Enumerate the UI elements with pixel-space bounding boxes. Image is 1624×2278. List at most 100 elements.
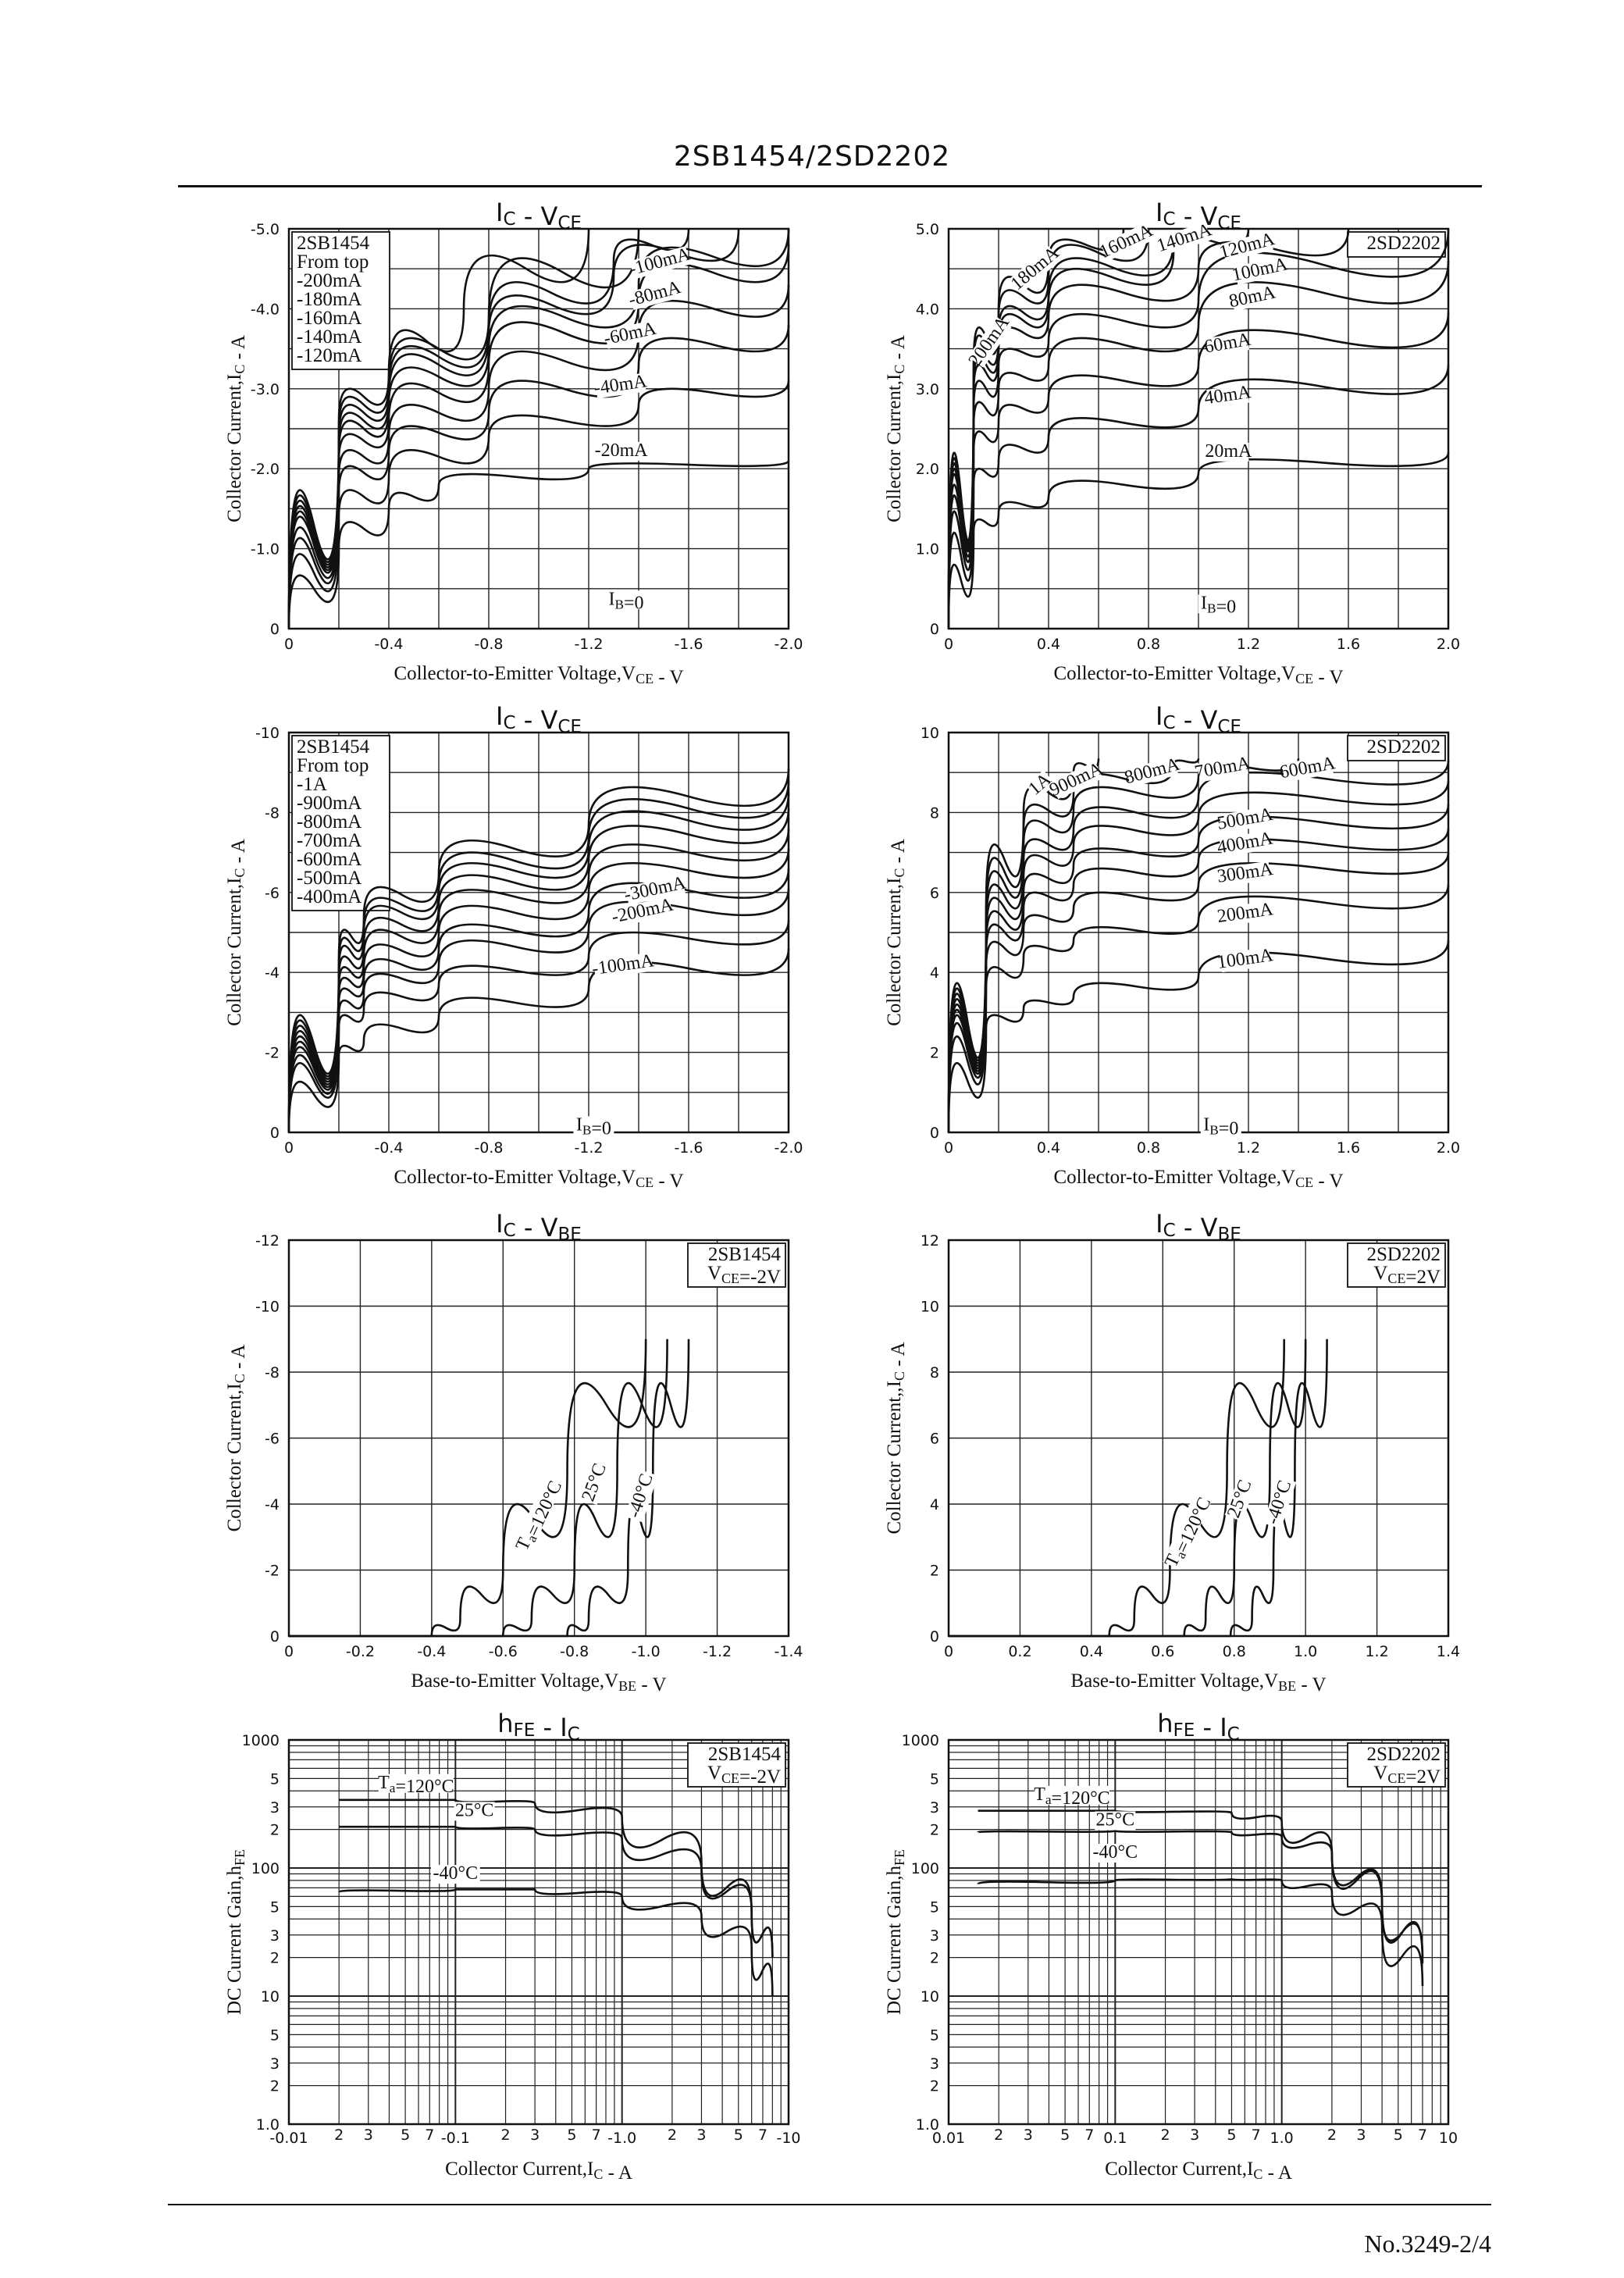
y-minor-label: 3 [930,2055,939,2073]
curve-label: -20mA [595,440,649,461]
series-line [287,768,790,1133]
info-box [687,1242,786,1288]
y-tick-label: -10 [255,725,280,742]
x-minor-label: 2 [668,2126,677,2144]
curve-label-bg [1196,755,1249,783]
x-tick-label: -0.01 [269,2130,308,2147]
chart-title: IC - VCE [1156,701,1241,737]
curve-label-group: 200mA [1216,899,1275,927]
curve-label-group: 25°C [1223,1477,1256,1522]
info-box-line: -200mA [297,270,361,291]
curve-label-group: Ta=120°C [378,1773,454,1797]
y-minor-label: 5 [270,2027,280,2044]
curve-label-bg [629,246,691,280]
y-tick-label: -6 [265,1431,280,1448]
curve-label: IB=0 [1203,1114,1238,1139]
x-tick-label: 0.4 [1037,1139,1060,1157]
y-minor-label: 3 [930,1799,939,1816]
x-axis-label: Collector-to-Emitter Voltage,VCE - V [394,1167,683,1192]
y-tick-label: 0 [270,621,280,638]
x-minor-label: 7 [1418,2126,1427,2144]
curve-label-group: 25°C [578,1460,611,1506]
chart-title: IC - VCE [496,198,582,234]
x-tick-label: -2.0 [774,636,803,653]
y-minor-label: 2 [270,1950,280,1967]
y-minor-label: 5 [930,1898,939,1916]
x-tick-label: 0.6 [1151,1643,1174,1660]
x-axis-label: Collector Current,IC - A [1105,2159,1292,2184]
x-minor-label: 2 [1327,2126,1337,2144]
x-tick-label: -0.8 [474,1139,503,1157]
y-tick-label: -8 [265,804,280,822]
curve-label-group: Ta=120°C [512,1477,566,1554]
y-tick-label: 1000 [242,1732,280,1749]
curve-label-bg [579,1460,611,1506]
y-tick-label: -2 [265,1563,280,1580]
footer-rule [168,2204,1491,2205]
x-minor-label: 5 [567,2126,576,2144]
curve-label: -40°C [1263,1478,1296,1527]
curve-label-bg [1126,756,1179,788]
series-line [978,1809,1424,1958]
y-tick-label: 0 [930,1628,939,1645]
x-tick-label: 1.0 [1294,1643,1317,1660]
info-box-line: -140mA [297,326,361,348]
x-minor-label: 7 [425,2126,434,2144]
curve-label-bg [604,320,657,349]
header-rule [178,185,1482,187]
y-minor-label: 5 [930,2027,939,2044]
curve-label-group: 80mA [1227,282,1278,312]
y-tick-label: 2 [930,1563,939,1580]
curve-label-group: IB=0 [1198,593,1239,617]
info-box-line: 2SD2202 [1367,1244,1441,1265]
series-line [287,284,790,629]
curve-label-bg [1208,442,1249,462]
curve-label-bg [1220,946,1271,973]
page-number: No.3249-2/4 [1364,2230,1491,2258]
x-minor-label: 5 [734,2126,743,2144]
series-line [287,888,790,1133]
chart-hfe-ic-2sb1454: hFE - IC-0.01 2 3 5 7 -0.1 2 3 5 7 -1.0 2 3 5 7 -101.02… [224,1709,801,2184]
y-minor-label: 5 [270,1898,280,1916]
series-line [287,828,790,1133]
curve-label: -40mA [593,371,649,398]
y-minor-label: 3 [270,1799,280,1816]
x-minor-label: 2 [501,2126,511,2144]
info-box-line: -900mA [297,793,361,814]
info-box-line: -500mA [297,868,361,889]
curve-label: -40°C [1093,1842,1138,1863]
series-line [947,365,1450,629]
plot-frame [287,1738,790,2126]
info-box-line: -160mA [297,308,361,329]
curve-label-bg [1220,861,1271,887]
curve-label-group: -20mA [595,440,649,461]
x-tick-label: -1.4 [774,1643,803,1660]
curve-label-group: -80mA [626,277,683,311]
x-tick-label: -0.2 [346,1643,375,1660]
curve-label-group: -100mA [590,950,655,979]
x-tick-label: 1.0 [1270,2130,1294,2147]
curve-label: -80mA [626,277,683,311]
info-box-line: -1A [297,774,327,795]
y-axis-label: Collector Current,IC - A [884,335,909,522]
info-box-line: -180mA [297,289,361,310]
x-tick-label: 10 [1439,2130,1458,2147]
curve-label: 25°C [1223,1478,1255,1521]
info-box-line: 2SB1454 [708,1244,782,1265]
info-box [1347,1242,1446,1288]
y-tick-label: -1.0 [251,541,280,558]
curve-label: IB=0 [576,1114,611,1139]
series-line [947,852,1450,1133]
x-tick-label: 1.2 [1237,1139,1260,1157]
info-box [1347,735,1446,761]
chart-ic-vce-2sb1454-a: IC - VCE 0 -0.4 -0.8 -1.2 -1.6 -2.0 0 -1.0 -2.0 -3… [224,198,803,688]
chart-ic-vce-2sb1454-b: IC - VCE 0 -0.4 -0.8 -1.2 -1.6 -2.0 0 -2 -4 -6 -8 -1… [224,701,803,1192]
y-tick-label: -2 [265,1045,280,1062]
curve-label-bg [1158,222,1211,255]
y-tick-label: 10 [261,1988,280,2005]
y-tick-label: -5.0 [251,221,280,238]
curve-label: 700mA [1193,753,1252,783]
y-tick-label: -10 [255,1299,280,1316]
x-tick-label: 0 [284,1139,294,1157]
x-minor-label: 7 [758,2126,767,2144]
